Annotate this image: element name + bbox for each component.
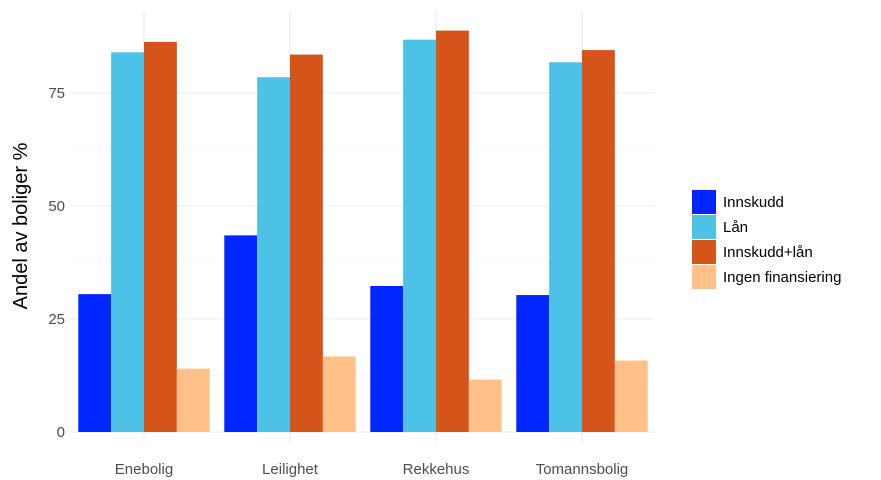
bar (582, 50, 615, 433)
y-axis-title: Andel av boliger % (10, 142, 32, 309)
bar (516, 295, 550, 432)
x-tick-label: Rekkehus (403, 461, 470, 478)
bar (78, 294, 112, 432)
x-tick-label: Leilighet (262, 461, 319, 478)
legend-label: Innskudd+lån (723, 244, 813, 261)
bar (290, 54, 323, 432)
legend-key (692, 240, 716, 264)
x-axis-ticks: Enebolig Leilighet Rekkehus Tomannsbolig (115, 461, 628, 478)
bar (176, 368, 210, 432)
y-tick-label: 50 (48, 198, 65, 215)
x-tick-label: Enebolig (115, 461, 173, 478)
bar (403, 39, 436, 432)
bar (322, 356, 356, 432)
bars (78, 30, 648, 433)
legend-label: Lån (723, 219, 748, 236)
legend-key (692, 265, 716, 289)
legend-key (692, 190, 716, 214)
legend-label: Innskudd (723, 194, 784, 211)
bar (370, 286, 404, 432)
bar (257, 77, 290, 433)
bar (144, 41, 177, 432)
bar (468, 379, 502, 432)
y-tick-label: 75 (48, 85, 65, 102)
legend-key (692, 215, 716, 239)
y-tick-label: 0 (57, 424, 65, 441)
x-tick-label: Tomannsbolig (536, 461, 629, 478)
bar (436, 30, 469, 433)
bar (549, 62, 582, 432)
y-axis-ticks: 0 25 50 75 (48, 85, 65, 441)
bar (111, 52, 144, 432)
y-tick-label: 25 (48, 311, 65, 328)
legend-label: Ingen finansiering (723, 269, 841, 286)
legend: Innskudd Lån Innskudd+lån Ingen finansierin… (692, 190, 841, 289)
bar (224, 235, 258, 432)
bar (614, 360, 648, 432)
